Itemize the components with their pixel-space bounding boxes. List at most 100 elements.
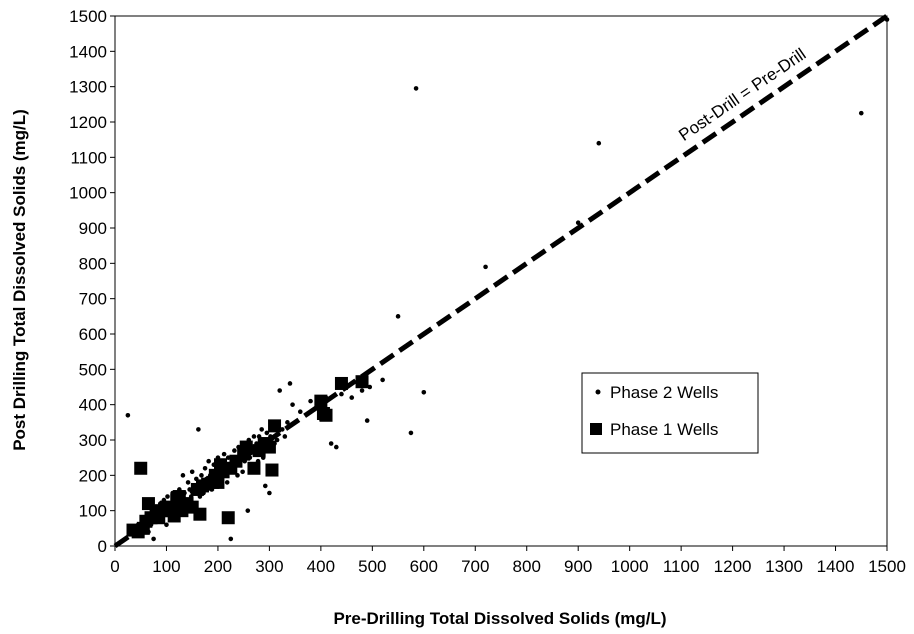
y-tick-label: 0 [98,537,107,556]
phase2-point [189,469,195,475]
y-tick-label: 1100 [70,148,107,167]
plot-frame [114,15,888,547]
legend-marker-phase2 [595,389,601,395]
phase2-point [297,409,303,415]
phase2-point [596,140,602,146]
phase2-point [287,381,293,386]
y-tick-label: 100 [79,502,107,521]
phase2-point [282,434,288,439]
phase2-point [225,455,231,460]
phase2-point [483,264,488,270]
x-tick-label: 1300 [765,557,803,576]
x-tick-label: 300 [255,557,283,576]
phase2-point [224,480,230,485]
phase1-point [262,440,276,454]
phase2-point [858,110,864,116]
phase1-point [134,461,148,475]
x-tick-label: 700 [461,557,489,576]
x-tick-label: 1000 [611,557,649,576]
y-tick-label: 700 [79,290,107,309]
x-tick-label: 1100 [663,557,700,576]
phase2-point [290,402,295,407]
x-tick-label: 1200 [714,557,752,576]
legend-label-phase2: Phase 2 Wells [610,383,718,402]
phase2-point [334,444,339,450]
x-tick-label: 800 [513,557,541,576]
phase2-point [187,487,192,492]
x-tick-label: 900 [564,557,592,576]
phase2-point [180,473,186,478]
phase2-point [328,441,334,446]
y-tick-label: 1000 [69,184,107,203]
phase2-point [380,377,385,383]
phase1-point [268,419,282,433]
x-tick-label: 1500 [868,557,906,576]
phase1-point [265,463,279,477]
phase2-point [413,86,419,91]
phase2-point [185,480,191,485]
legend-box [581,372,759,454]
y-tick-label: 1500 [69,7,107,26]
phase2-point [125,412,131,418]
phase2-point [165,494,170,499]
phase2-point [339,391,344,397]
legend-label-phase1: Phase 1 Wells [610,420,718,439]
phase2-point [262,483,268,489]
phase2-point [199,473,204,478]
phase2-point [421,390,427,395]
phase1-point [319,408,333,422]
x-tick-label: 600 [410,557,438,576]
y-tick-label: 900 [79,219,107,238]
reference-line [113,13,889,549]
phase2-point [228,536,234,542]
phase1-point [247,461,261,475]
legend-marker-phase1 [590,423,602,435]
x-axis-title: Pre-Drilling Total Dissolved Solids (mg/… [333,609,666,628]
phase2-point [408,430,414,436]
phase2-point [279,427,285,432]
phase2-point [202,465,208,471]
legend: Phase 2 Wells Phase 1 Wells [581,372,759,454]
x-tick-label: 0 [110,557,119,576]
y-tick-label: 1300 [69,78,107,97]
y-axis-ticks: 0 100 200 300 400 500 600 700 800 900 1000 1100 1200… [69,7,115,556]
x-axis-ticks: 0 100 200 300 400 500 600 700 800 900 1000 1100 1200… [110,546,906,576]
y-tick-label: 1200 [69,113,107,132]
y-axis-title: Post Drilling Total Dissolved Solids (mg… [10,109,29,451]
phase1-point [221,511,235,525]
phase1-point [141,497,155,511]
phase2-point [367,384,373,390]
phase1-point [355,375,369,389]
phase2-point [196,427,201,432]
phase2-point [575,220,581,225]
phase1-point [239,440,253,454]
phase2-point [151,536,156,542]
phase2-point [359,388,365,393]
phase2-point [364,418,370,423]
phase2-point [259,427,264,432]
phase2-point [277,388,282,393]
y-tick-label: 800 [79,254,107,273]
phase1-point [314,394,328,408]
phase2-point [308,398,313,404]
phase2-point [221,451,227,457]
x-tick-label: 500 [358,557,386,576]
phase2-point [274,437,280,443]
phase2-point [206,458,211,464]
plot-area [114,15,888,547]
phase1-point [193,507,207,521]
phase2-point [267,490,272,496]
y-tick-label: 400 [79,396,107,415]
y-tick-label: 1400 [69,42,107,61]
phase2-point [240,469,245,475]
x-tick-label: 200 [204,557,232,576]
x-tick-label: 100 [152,557,180,576]
phase2-point [349,395,355,400]
phase2-point [264,430,270,436]
phase2-point [232,448,237,453]
phase2-point [285,420,290,425]
x-tick-label: 1400 [817,557,855,576]
phase2-point [164,522,169,528]
